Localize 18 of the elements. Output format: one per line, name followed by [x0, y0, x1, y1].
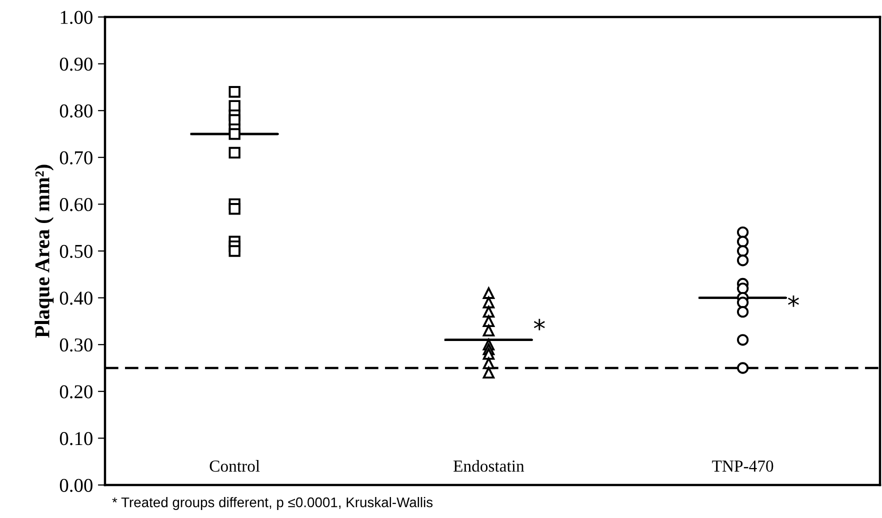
y-tick-label: 0.90 — [60, 58, 92, 71]
y-tick-label: 0.50 — [60, 244, 92, 258]
annotation: * — [534, 318, 545, 330]
y-tick-label: 0.70 — [60, 151, 92, 164]
y-tick-label: 0.60 — [60, 198, 92, 212]
x-tick-label: TNP-470 — [712, 460, 774, 472]
y-tick-label: 0.10 — [60, 432, 92, 446]
text: * Treated groups different, p ≤0.0001, Kruskal-Wallis — [112, 497, 433, 510]
y-tick-label: 0.20 — [60, 385, 92, 398]
y-axis-title: Plaque Area ( mm²) — [34, 164, 54, 338]
x-tick-label: Control — [210, 460, 260, 472]
x-tick-label: Endostatin — [454, 460, 524, 472]
y-tick-label: 0.40 — [60, 292, 92, 305]
y-tick-label: 0.30 — [60, 338, 92, 352]
y-tick-label: 0.00 — [60, 478, 92, 492]
y-tick-label: 1.00 — [60, 10, 92, 24]
y-tick-label: 0.80 — [60, 104, 92, 118]
annotation: * — [788, 296, 799, 307]
